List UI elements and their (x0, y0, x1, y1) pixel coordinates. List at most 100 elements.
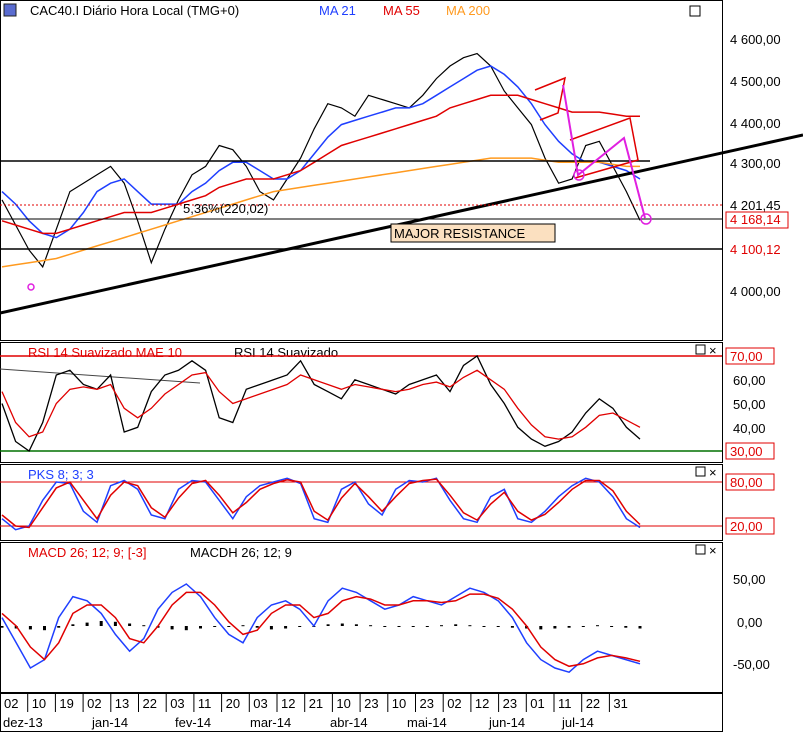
x-day-label: 02 (447, 696, 461, 711)
ma200-legend[interactable]: MA 200 (446, 3, 490, 18)
macd-histogram (0, 621, 642, 631)
macd-hist-bar (128, 623, 132, 626)
macd-tick-50: 50,00 (733, 572, 766, 587)
macd-label-1[interactable]: MACD 26; 12; 9; [-3] (28, 545, 147, 560)
magenta-marker-3[interactable] (27, 283, 35, 291)
x-month-label: abr-14 (330, 715, 368, 730)
x-day-label: 12 (281, 696, 295, 711)
stoch-axis: 80,00 20,00 (725, 473, 775, 535)
macd-hist-bar (227, 626, 231, 627)
last-price-tag: 4 201,45 (730, 198, 781, 213)
macd-hist-bar (43, 626, 46, 631)
x-day-label: 11 (198, 696, 212, 711)
rsi-lines (1, 355, 641, 452)
macd-hist-bar (510, 626, 514, 628)
stoch-k-line (1, 477, 641, 531)
macd-hist-bar (496, 626, 500, 627)
stoch-tick-80: 80,00 (730, 475, 763, 490)
x-month-label: dez-13 (3, 715, 43, 730)
resistance-price-tag: 4 100,12 (730, 242, 781, 257)
macd-label-2[interactable]: MACDH 26; 12; 9 (190, 545, 292, 560)
x-day-label: 11 (558, 696, 572, 711)
macd-hist-bar (28, 626, 32, 630)
macd-hist-bar (440, 625, 443, 627)
macd-close-icon[interactable]: × (709, 543, 717, 558)
x-axis: 02 10 19 02 13 22 03 11 20 03 12 21 10 23 10 23 02 12 23 01… (0, 694, 628, 730)
macd-hist-bar (71, 624, 75, 626)
x-month-label: mar-14 (250, 715, 291, 730)
x-month-label: jun-14 (488, 715, 525, 730)
magenta-marker-2[interactable] (640, 213, 652, 225)
macd-lines (1, 583, 641, 674)
macd-hist-bar (170, 626, 174, 630)
rsi-mae-line (1, 369, 641, 440)
rsi-tick-40: 40,00 (733, 421, 766, 436)
macd-minimize-button[interactable] (695, 544, 706, 555)
macd-hist-bar (454, 624, 458, 626)
stoch-tick-20: 20,00 (730, 519, 763, 534)
magenta-marker-1[interactable] (573, 169, 585, 181)
macd-hist-bar (596, 625, 599, 627)
rsi-close-icon[interactable]: × (709, 343, 717, 358)
ma21-legend[interactable]: MA 21 (319, 3, 356, 18)
macd-hist-bar (0, 626, 4, 628)
ma21-line (1, 65, 641, 239)
magenta-path[interactable] (562, 84, 646, 219)
minimize-button[interactable] (689, 5, 701, 17)
macd-hist-bar (340, 623, 344, 626)
macd-hist-bar (610, 626, 614, 627)
rsi-trend-line[interactable] (0, 368, 201, 384)
resistance-label-box[interactable] (390, 223, 556, 243)
low-price-box (725, 211, 789, 229)
macd-hist-bar (255, 626, 259, 628)
rsi-label-2[interactable]: RSI 14 Suavizado (234, 345, 338, 360)
x-day-label: 12 (475, 696, 489, 711)
x-day-label: 02 (87, 696, 101, 711)
macd-hist-bar (638, 626, 642, 629)
price-lines (1, 52, 641, 269)
x-month-label: fev-14 (175, 715, 211, 730)
macd-hist-bar (99, 621, 103, 626)
stoch-close-icon[interactable]: × (709, 465, 717, 480)
macd-hist-bar (199, 626, 202, 629)
rsi-tick-50: 50,00 (733, 397, 766, 412)
rsi-label-1[interactable]: RSI 14 Suavizado MAE 10 (28, 345, 182, 360)
price-tick-4300: 4 300,00 (730, 156, 781, 171)
chart-file-icon[interactable] (3, 3, 17, 17)
x-day-label: 22 (586, 696, 600, 711)
stoch-minimize-button[interactable] (695, 466, 706, 477)
macd-axis: 50,00 0,00 -50,00 (733, 572, 770, 672)
macd-hist-bar (354, 624, 358, 626)
macd-panel (0, 542, 723, 693)
chart-title: CAC40.I Diário Hora Local (TMG+0) (30, 3, 239, 18)
x-day-label: 23 (420, 696, 434, 711)
stoch-d-line (1, 478, 641, 529)
low-price-tag: 4 168,14 (730, 212, 781, 227)
stoch-panel (0, 464, 723, 541)
ma200-line (1, 157, 640, 268)
stoch-80-box (725, 473, 775, 491)
ma55-legend[interactable]: MA 55 (383, 3, 420, 18)
macd-hist-bar (213, 626, 217, 627)
rsi-70-box (725, 347, 775, 365)
macd-hist-bar (284, 626, 288, 629)
stoch-label[interactable]: PKS 8; 3; 3 (28, 467, 94, 482)
rsi-tick-30: 30,00 (730, 444, 763, 459)
rsi-axis: 70,00 60,00 50,00 40,00 30,00 (725, 347, 775, 460)
macd-tick-neg50: -50,00 (733, 657, 770, 672)
x-day-label: 10 (392, 696, 406, 711)
macd-hist-bar (57, 626, 61, 628)
x-day-label: 23 (503, 696, 517, 711)
pct-annotation: 5,36%(220,02) (183, 201, 268, 216)
rsi-minimize-button[interactable] (695, 344, 706, 355)
channel-1[interactable] (534, 76, 567, 121)
macd-hist-bar (581, 626, 585, 627)
macd-line (1, 583, 641, 674)
price-axis: 4 600,00 4 500,00 4 400,00 4 300,00 4 00… (725, 32, 789, 299)
macd-hist-bar (482, 626, 486, 627)
macd-hist-bar (184, 626, 188, 631)
channel-2[interactable] (569, 116, 639, 179)
rsi-30-box (725, 442, 775, 460)
x-axis-panel (0, 693, 723, 732)
